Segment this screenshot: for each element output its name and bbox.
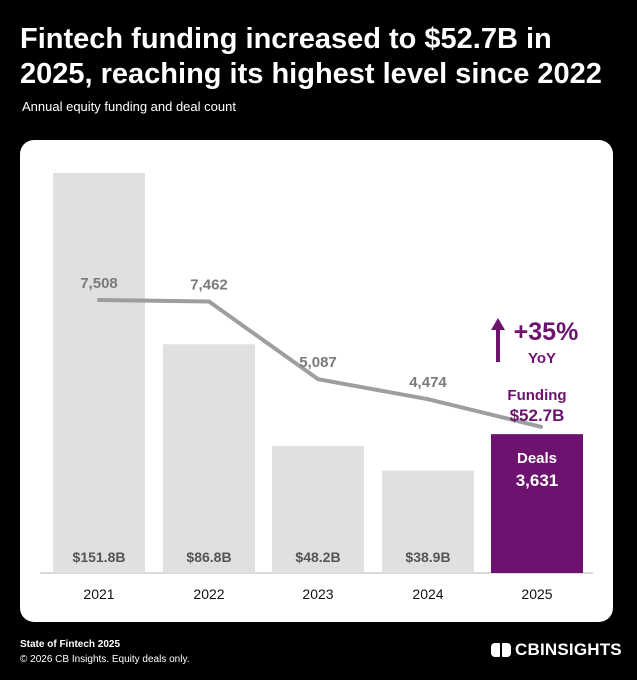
funding-annotation-label: Funding: [507, 387, 566, 404]
footer-report-name: State of Fintech 2025: [20, 639, 121, 650]
bar-2023: [272, 445, 364, 573]
logo-text: CBINSIGHTS: [515, 640, 622, 659]
funding-label-2021: $151.8B: [73, 549, 126, 565]
deals-point-2022: [207, 299, 211, 304]
funding-label-2022: $86.8B: [186, 549, 231, 565]
funding-label-2025: $52.7B: [510, 406, 565, 425]
x-tick-label-2024: 2024: [412, 586, 443, 602]
cb-logo-icon: [491, 643, 511, 657]
yoy-arrow-icon: [491, 318, 505, 330]
footer-copyright: © 2026 CB Insights. Equity deals only.: [20, 654, 190, 665]
funding-label-2024: $38.9B: [405, 549, 450, 565]
bar-2025: [491, 434, 583, 573]
deals-label-2021: 7,508: [80, 275, 118, 292]
deals-point-2021: [97, 298, 101, 302]
x-tick-label-2022: 2022: [193, 586, 224, 602]
bar-2021: [53, 173, 145, 573]
x-tick-label-2025: 2025: [521, 586, 552, 602]
chart-subtitle: Annual equity funding and deal count: [22, 99, 236, 114]
chart-title: Fintech funding increased to $52.7B in 2…: [20, 23, 602, 90]
deals-label-2025: 3,631: [516, 471, 559, 490]
x-tick-label-2021: 2021: [83, 586, 114, 602]
bar-2022: [163, 344, 255, 573]
deals-point-2024: [426, 397, 430, 402]
cb-insights-logo: CBINSIGHTS: [491, 640, 622, 660]
deals-label-2023: 5,087: [299, 354, 337, 371]
funding-label-2023: $48.2B: [295, 549, 340, 565]
deals-annotation-label: Deals: [517, 450, 557, 467]
deals-point-2023: [316, 377, 320, 382]
deals-label-2024: 4,474: [409, 374, 447, 391]
yoy-value: +35%: [514, 318, 579, 346]
yoy-label: YoY: [528, 350, 556, 367]
x-tick-label-2023: 2023: [302, 586, 333, 602]
bar-2024: [382, 470, 474, 573]
deals-label-2022: 7,462: [190, 277, 228, 294]
